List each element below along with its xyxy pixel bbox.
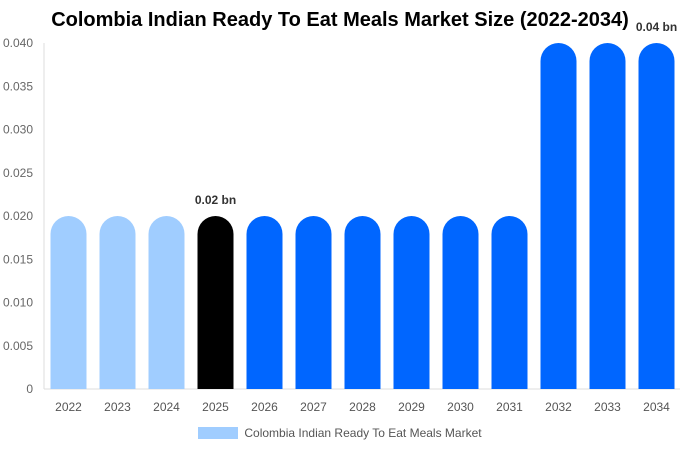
bar-2027 bbox=[295, 216, 332, 389]
y-tick-label: 0.010 bbox=[3, 296, 33, 310]
x-tick-label: 2024 bbox=[153, 400, 180, 414]
bar-2030 bbox=[442, 216, 479, 389]
x-tick-label: 2026 bbox=[251, 400, 278, 414]
x-tick-label: 2023 bbox=[104, 400, 131, 414]
bar-2034 bbox=[638, 43, 675, 389]
bar-2024 bbox=[148, 216, 185, 389]
y-tick-label: 0.040 bbox=[3, 36, 33, 50]
bar-2023 bbox=[99, 216, 136, 389]
x-tick-label: 2031 bbox=[496, 400, 523, 414]
bar-2025 bbox=[197, 216, 234, 389]
legend: Colombia Indian Ready To Eat Meals Marke… bbox=[0, 426, 680, 440]
bar-2029 bbox=[393, 216, 430, 389]
x-tick-label: 2025 bbox=[202, 400, 229, 414]
y-tick-label: 0.025 bbox=[3, 166, 33, 180]
y-tick-label: 0 bbox=[26, 382, 33, 396]
bar-2031 bbox=[491, 216, 528, 389]
y-tick-label: 0.015 bbox=[3, 252, 33, 266]
bar-2026 bbox=[246, 216, 283, 389]
x-tick-label: 2033 bbox=[594, 400, 621, 414]
x-tick-label: 2030 bbox=[447, 400, 474, 414]
x-tick-label: 2034 bbox=[643, 400, 670, 414]
legend-swatch bbox=[198, 427, 239, 439]
legend-label: Colombia Indian Ready To Eat Meals Marke… bbox=[244, 426, 482, 440]
bar-2028 bbox=[344, 216, 381, 389]
y-tick-label: 0.035 bbox=[3, 79, 33, 93]
bar-2032 bbox=[540, 43, 577, 389]
bar-2022 bbox=[50, 216, 87, 389]
x-tick-label: 2028 bbox=[349, 400, 376, 414]
x-tick-label: 2027 bbox=[300, 400, 327, 414]
data-label: 0.02 bn bbox=[195, 193, 236, 207]
x-tick-label: 2032 bbox=[545, 400, 572, 414]
bar-2033 bbox=[589, 43, 626, 389]
y-tick-label: 0.005 bbox=[3, 339, 33, 353]
y-tick-label: 0.020 bbox=[3, 209, 33, 223]
x-tick-label: 2022 bbox=[55, 400, 82, 414]
y-tick-label: 0.030 bbox=[3, 123, 33, 137]
x-tick-label: 2029 bbox=[398, 400, 425, 414]
data-label: 0.04 bn bbox=[636, 20, 677, 34]
chart-title: Colombia Indian Ready To Eat Meals Marke… bbox=[51, 9, 629, 31]
